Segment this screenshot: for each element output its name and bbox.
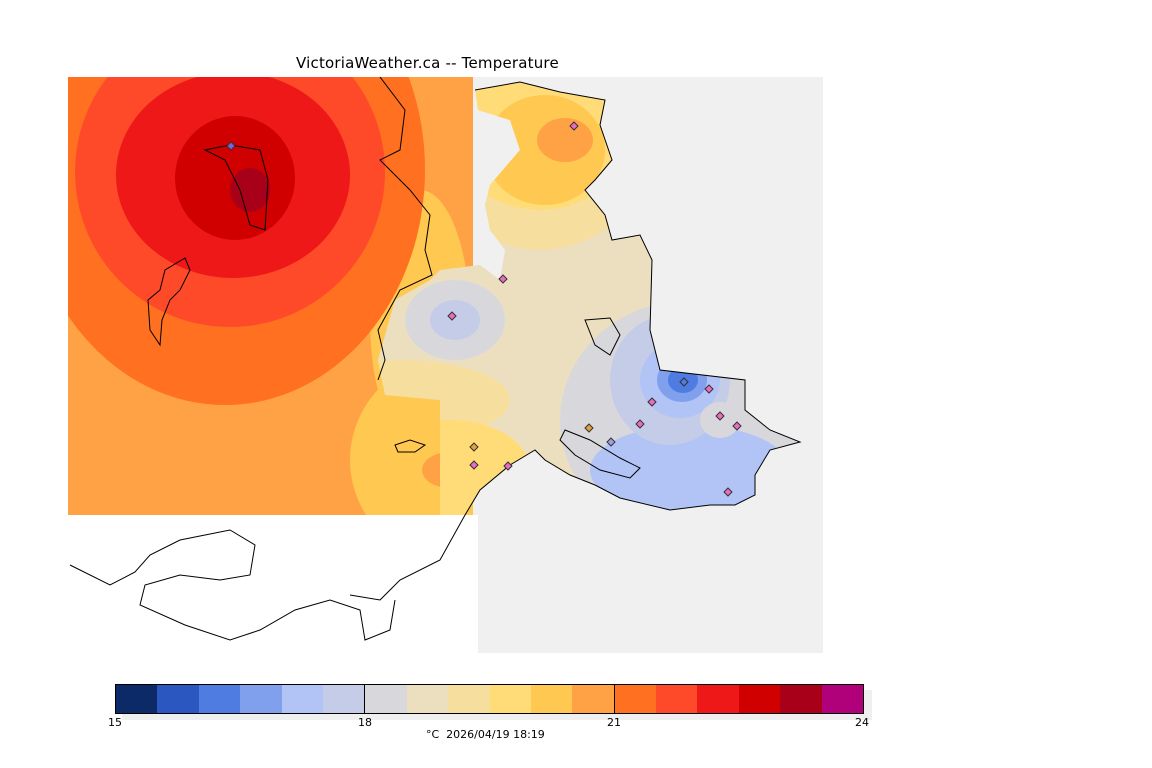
colorbar-swatch bbox=[697, 685, 739, 713]
station-marker bbox=[226, 141, 236, 151]
station-marker bbox=[569, 121, 579, 131]
colorbar-swatch bbox=[572, 685, 614, 713]
colorbar-swatch bbox=[198, 685, 241, 713]
station-marker bbox=[498, 274, 508, 284]
station-marker bbox=[647, 397, 657, 407]
colorbar-swatch bbox=[240, 685, 282, 713]
station-marker bbox=[584, 423, 594, 433]
colorbar bbox=[115, 684, 864, 714]
coastlines bbox=[69, 76, 802, 641]
station-marker bbox=[469, 460, 479, 470]
colorbar-caption: °C 2026/04/19 18:19 bbox=[426, 728, 545, 741]
colorbar-tick: 21 bbox=[607, 716, 621, 729]
colorbar-swatch bbox=[530, 685, 573, 713]
colorbar-swatch bbox=[281, 685, 323, 713]
station-marker bbox=[679, 377, 689, 387]
station-marker bbox=[732, 421, 742, 431]
land-white bbox=[68, 515, 478, 653]
colorbar-swatch bbox=[613, 685, 657, 713]
colorbar-swatch bbox=[448, 685, 490, 713]
colorbar-tick: 15 bbox=[108, 716, 122, 729]
colorbar-swatch bbox=[406, 685, 449, 713]
station-marker bbox=[635, 419, 645, 429]
colorbar-swatch bbox=[322, 685, 365, 713]
colorbar-swatch bbox=[780, 685, 822, 713]
colorbar-tick: 24 bbox=[855, 716, 869, 729]
station-marker bbox=[723, 487, 733, 497]
colorbar-swatch bbox=[821, 685, 864, 713]
station-marker bbox=[447, 311, 457, 321]
colorbar-swatch bbox=[656, 685, 698, 713]
weather-stations bbox=[226, 121, 742, 497]
map-title: VictoriaWeather.ca -- Temperature bbox=[296, 54, 559, 72]
station-marker bbox=[715, 411, 725, 421]
colorbar-swatch bbox=[364, 685, 407, 713]
colorbar-swatch bbox=[157, 685, 199, 713]
temperature-map bbox=[68, 76, 823, 653]
colorbar-tick: 18 bbox=[358, 716, 372, 729]
colorbar-swatch bbox=[489, 685, 531, 713]
station-marker bbox=[503, 461, 513, 471]
station-marker bbox=[704, 384, 714, 394]
colorbar-swatch bbox=[116, 685, 158, 713]
colorbar-swatch bbox=[738, 685, 781, 713]
station-marker bbox=[606, 437, 616, 447]
station-marker bbox=[469, 442, 479, 452]
